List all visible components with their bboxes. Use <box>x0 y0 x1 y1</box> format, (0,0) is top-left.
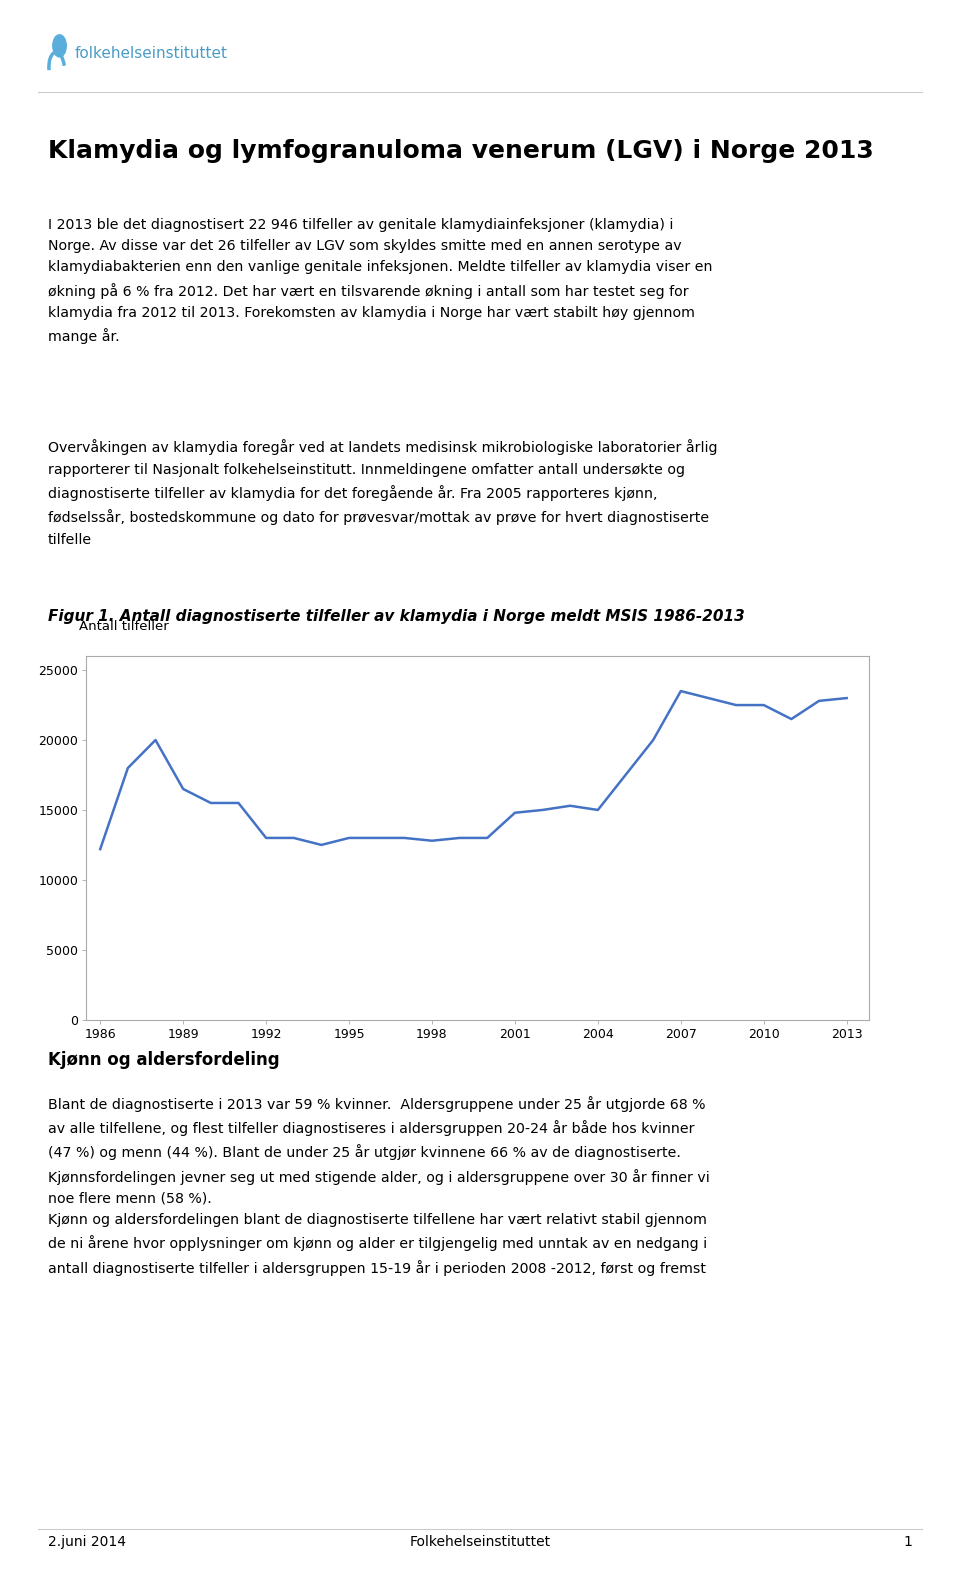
Text: Folkehelseinstituttet: Folkehelseinstituttet <box>409 1535 551 1549</box>
Circle shape <box>53 35 66 57</box>
Text: Antall tilfeller: Antall tilfeller <box>79 620 168 632</box>
Text: Blant de diagnostiserte i 2013 var 59 % kvinner.  Aldersgruppene under 25 år utg: Blant de diagnostiserte i 2013 var 59 % … <box>48 1096 709 1276</box>
Text: 1: 1 <box>903 1535 912 1549</box>
Text: I 2013 ble det diagnostisert 22 946 tilfeller av genitale klamydiainfeksjoner (k: I 2013 ble det diagnostisert 22 946 tilf… <box>48 218 712 345</box>
Text: Klamydia og lymfogranuloma venerum (LGV) i Norge 2013: Klamydia og lymfogranuloma venerum (LGV)… <box>48 139 874 163</box>
Text: Kjønn og aldersfordeling: Kjønn og aldersfordeling <box>48 1051 279 1069</box>
Text: folkehelseinstituttet: folkehelseinstituttet <box>75 46 228 62</box>
Text: 2.juni 2014: 2.juni 2014 <box>48 1535 126 1549</box>
Text: Overvåkingen av klamydia foregår ved at landets medisinsk mikrobiologiske labora: Overvåkingen av klamydia foregår ved at … <box>48 440 717 547</box>
Text: Figur 1. Antall diagnostiserte tilfeller av klamydia i Norge meldt MSIS 1986-201: Figur 1. Antall diagnostiserte tilfeller… <box>48 609 745 623</box>
